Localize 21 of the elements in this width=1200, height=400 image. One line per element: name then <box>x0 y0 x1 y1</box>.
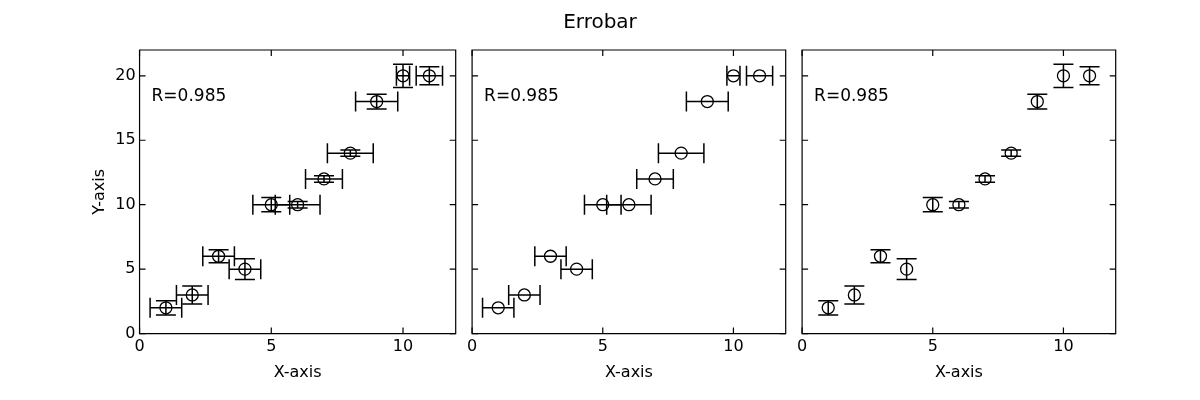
x-axis-title: X-axis <box>273 361 322 381</box>
x-tick-label: 10 <box>392 336 414 356</box>
x-axis-title: X-axis <box>934 361 983 381</box>
y-axis-title: Y-axis <box>88 168 108 216</box>
y-tick-label: 20 <box>115 64 136 84</box>
x-tick-label: 10 <box>723 336 744 356</box>
x-tick-label: 5 <box>597 336 608 356</box>
x-axis-title: X-axis <box>604 361 653 381</box>
y-tick-label: 15 <box>115 129 136 149</box>
y-tick-label: 10 <box>115 193 136 213</box>
x-tick-label: 0 <box>467 336 478 356</box>
x-tick-label: 5 <box>927 336 938 356</box>
annotation: R=0.985 <box>814 84 889 105</box>
y-tick-label: 5 <box>125 258 136 278</box>
x-tick-label: 5 <box>266 336 277 356</box>
x-tick-label: 0 <box>797 336 808 356</box>
annotation: R=0.985 <box>151 84 227 105</box>
text: Errobar <box>563 9 637 33</box>
y-tick-label: 0 <box>125 322 136 342</box>
x-tick-label: 10 <box>1053 336 1074 356</box>
annotation: R=0.985 <box>484 84 559 105</box>
